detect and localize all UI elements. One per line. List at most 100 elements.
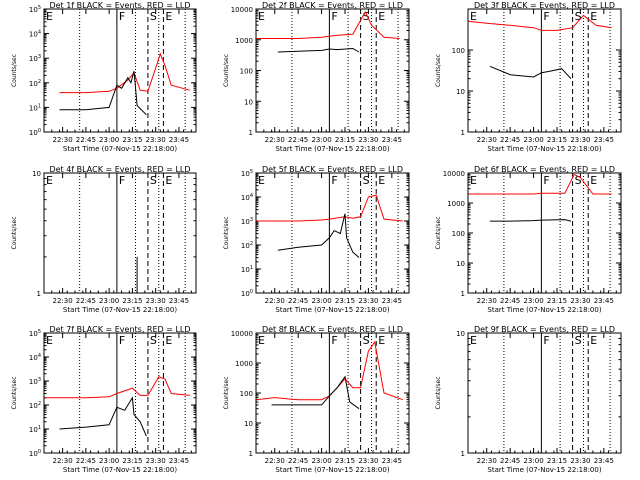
- panel-title: Det 9f BLACK = Events, RED = LLD: [474, 325, 615, 334]
- x-tick-label: 23:00: [311, 297, 331, 305]
- x-tick-label: 22:30: [477, 297, 497, 305]
- x-tick-label: 23:15: [335, 136, 355, 144]
- panel-title: Det 2f BLACK = Events, RED = LLD: [262, 1, 403, 10]
- x-tick-label: 23:45: [594, 136, 614, 144]
- x-tick-label: 22:45: [500, 457, 520, 465]
- x-axis-title: Start Time (07-Nov-15 22:18:00): [63, 306, 177, 314]
- plot-frame: [467, 8, 622, 133]
- marker-label: E: [590, 174, 597, 187]
- x-tick-label: 23:30: [146, 136, 166, 144]
- marker-label: E: [46, 10, 53, 23]
- events-series-line: [489, 219, 572, 222]
- y-axis-title: Counts/sec: [11, 216, 18, 249]
- x-axis-title: Start Time (07-Nov-15 22:18:00): [63, 466, 177, 474]
- marker-label: S: [150, 174, 157, 187]
- plot-frame: [43, 8, 197, 133]
- y-tick-label: 1000: [235, 360, 253, 368]
- x-tick-label: 23:45: [169, 136, 189, 144]
- y-tick-label: 104: [29, 30, 41, 39]
- marker-label: E: [46, 334, 53, 347]
- y-tick-label: 102: [29, 401, 41, 410]
- y-tick-label: 101: [241, 265, 253, 274]
- marker-label: S: [575, 10, 582, 23]
- marker-label: E: [165, 10, 172, 23]
- y-tick-label: 10: [456, 260, 465, 268]
- plot-frame: [467, 332, 622, 454]
- y-axis-title: Counts/sec: [435, 376, 442, 409]
- marker-label: E: [590, 334, 597, 347]
- lld-series-line: [59, 52, 190, 94]
- lld-series-line: [468, 173, 612, 195]
- y-tick-label: 1: [37, 290, 41, 298]
- x-tick-label: 23:30: [358, 297, 378, 305]
- events-series-line: [59, 70, 147, 116]
- x-tick-label: 22:30: [265, 136, 285, 144]
- panel-title: Det 7f BLACK = Events, RED = LLD: [49, 325, 190, 334]
- x-axis-title: Start Time (07-Nov-15 22:18:00): [275, 306, 389, 314]
- marker-label: F: [543, 174, 549, 187]
- y-tick-label: 10: [456, 330, 465, 338]
- events-series-line: [277, 47, 360, 53]
- lld-series-line: [256, 10, 400, 39]
- y-tick-label: 1: [249, 450, 253, 458]
- marker-label: S: [363, 174, 370, 187]
- x-tick-label: 23:00: [311, 457, 331, 465]
- marker-label: E: [378, 174, 385, 187]
- marker-label: E: [590, 10, 597, 23]
- x-tick-label: 23:30: [146, 297, 166, 305]
- x-tick-label: 23:00: [311, 136, 331, 144]
- plot-frame: [255, 8, 410, 133]
- x-tick-label: 22:45: [76, 457, 96, 465]
- plot-frame: [43, 332, 197, 454]
- y-tick-label: 100: [452, 47, 465, 55]
- plot-frame: [255, 332, 410, 454]
- y-tick-label: 100: [240, 390, 253, 398]
- marker-label: F: [331, 174, 337, 187]
- marker-label: E: [258, 10, 265, 23]
- x-axis-title: Start Time (07-Nov-15 22:18:00): [275, 145, 389, 153]
- x-tick-label: 23:15: [122, 457, 142, 465]
- events-series-line: [59, 396, 147, 437]
- y-tick-label: 10: [244, 98, 253, 106]
- marker-label: S: [575, 174, 582, 187]
- x-tick-label: 23:30: [570, 136, 590, 144]
- x-axis-title: Start Time (07-Nov-15 22:18:00): [275, 466, 389, 474]
- x-tick-label: 22:30: [53, 136, 73, 144]
- x-tick-label: 23:15: [547, 457, 567, 465]
- x-tick-label: 22:45: [500, 136, 520, 144]
- y-tick-label: 105: [241, 169, 253, 178]
- detector-panel-5: Det 5f BLACK = Events, RED = LLD 100 101 10…: [223, 165, 410, 314]
- x-tick-label: 23:30: [146, 457, 166, 465]
- y-tick-label: 1: [461, 450, 465, 458]
- x-tick-label: 22:45: [288, 136, 308, 144]
- marker-label: F: [119, 10, 125, 23]
- marker-label: E: [258, 174, 265, 187]
- y-tick-label: 10: [456, 88, 465, 96]
- x-tick-label: 22:30: [53, 297, 73, 305]
- y-tick-label: 104: [241, 193, 253, 202]
- x-tick-label: 23:00: [99, 297, 119, 305]
- y-axis-title: Counts/sec: [435, 54, 442, 87]
- detector-panel-2: Det 2f BLACK = Events, RED = LLD 1 10 100 10…: [223, 1, 410, 153]
- marker-label: F: [119, 174, 125, 187]
- detector-panel-7: Det 7f BLACK = Events, RED = LLD 100 101 10…: [11, 325, 197, 474]
- y-tick-label: 1: [249, 129, 253, 137]
- x-tick-label: 23:45: [382, 297, 402, 305]
- y-tick-label: 105: [29, 329, 41, 338]
- y-tick-label: 104: [29, 353, 41, 362]
- y-axis-title: Counts/sec: [11, 54, 18, 87]
- x-tick-label: 23:45: [169, 457, 189, 465]
- x-tick-label: 23:45: [382, 457, 402, 465]
- x-tick-label: 23:30: [358, 136, 378, 144]
- marker-label: E: [378, 334, 385, 347]
- x-tick-label: 23:00: [523, 297, 543, 305]
- x-tick-label: 22:45: [288, 297, 308, 305]
- y-axis-title: Counts/sec: [223, 376, 230, 409]
- events-series-line: [489, 65, 572, 80]
- x-tick-label: 22:45: [76, 297, 96, 305]
- y-tick-label: 10: [32, 170, 41, 178]
- x-tick-label: 23:45: [382, 136, 402, 144]
- plot-frame: [43, 172, 197, 294]
- y-tick-label: 1000: [447, 200, 465, 208]
- panel-title: Det 5f BLACK = Events, RED = LLD: [262, 165, 403, 174]
